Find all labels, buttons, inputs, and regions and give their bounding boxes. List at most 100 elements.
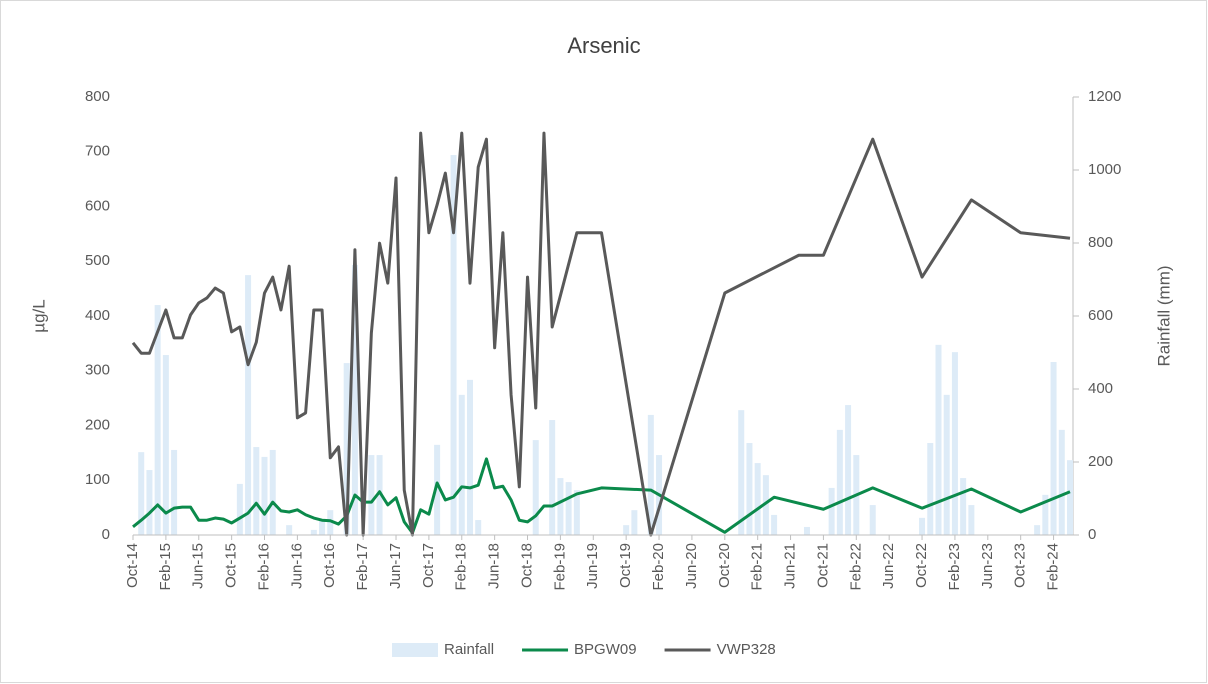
y-tick-label: 200: [85, 416, 110, 433]
rainfall-bar: [557, 478, 564, 535]
x-tick-label: Oct-19: [617, 543, 634, 588]
y-tick-label: 700: [85, 143, 110, 160]
rainfall-bar: [162, 355, 169, 535]
rainfall-bar: [376, 455, 383, 535]
x-tick-label: Oct-14: [124, 543, 141, 588]
rainfall-bar: [573, 490, 580, 535]
x-tick-label: Jun-16: [288, 543, 305, 589]
y-tick-label: 400: [85, 307, 110, 324]
y-tick-label: 300: [85, 362, 110, 379]
rainfall-bar: [960, 478, 967, 535]
rainfall-bar: [532, 440, 539, 535]
x-tick-label: Jun-22: [880, 543, 897, 589]
x-tick-label: Oct-18: [518, 543, 535, 588]
y-tick-label: 0: [102, 526, 110, 543]
x-tick-label: Oct-16: [321, 543, 338, 588]
x-tick-label: Feb-15: [157, 543, 174, 591]
x-tick-label: Jun-17: [387, 543, 404, 589]
rainfall-bar: [762, 475, 769, 535]
series-line: [131, 131, 1071, 537]
x-tick-label: Oct-23: [1012, 543, 1029, 588]
rainfall-bar: [269, 449, 276, 535]
y2-tick-label: 1000: [1088, 161, 1121, 178]
rainfall-bar: [738, 410, 745, 535]
y2-tick-label: 0: [1088, 526, 1096, 543]
x-tick-label: Feb-24: [1045, 543, 1062, 591]
rainfall-bar: [623, 525, 630, 535]
x-tick-label: Feb-22: [847, 543, 864, 591]
rainfall-bar: [253, 447, 260, 535]
rainfall-bar: [647, 414, 654, 535]
rainfall-bar: [343, 363, 350, 535]
rainfall-bar: [475, 520, 482, 535]
rainfall-bar: [319, 520, 326, 535]
rainfall-bar: [327, 510, 334, 535]
legend-label: Rainfall: [444, 641, 494, 658]
rainfall-bar: [1058, 429, 1065, 535]
x-tick-label: Feb-17: [354, 543, 371, 591]
rainfall-bar: [310, 529, 317, 535]
series-line: [132, 457, 1071, 535]
x-tick-label: Jun-21: [782, 543, 799, 589]
rainfall-bar: [803, 526, 810, 535]
rainfall-bar: [1067, 460, 1073, 535]
x-tick-label: Jun-15: [190, 543, 207, 589]
rainfall-bar: [171, 449, 178, 535]
rainfall-bar: [919, 517, 926, 535]
x-tick-label: Jun-18: [486, 543, 503, 589]
x-tick-label: Jun-20: [683, 543, 700, 589]
y2-tick-label: 600: [1088, 307, 1113, 324]
legend-label: VWP328: [717, 641, 776, 658]
x-tick-label: Jun-23: [979, 543, 996, 589]
rainfall-bar: [927, 443, 934, 535]
rainfall-bar: [236, 483, 243, 535]
rainfall-bar: [565, 482, 572, 535]
x-tick-label: Oct-20: [716, 543, 733, 588]
chart-title: Arsenic: [567, 33, 640, 58]
x-tick-label: Feb-18: [453, 543, 470, 591]
y2-tick-label: 1200: [1088, 88, 1121, 105]
x-tick-label: Oct-22: [913, 543, 930, 588]
rainfall-bar: [1050, 361, 1057, 535]
y-tick-label: 800: [85, 88, 110, 105]
rainfall-bar: [836, 429, 843, 535]
rainfall-bar: [245, 275, 252, 535]
rainfall-bar: [1034, 525, 1041, 535]
rainfall-bar: [943, 394, 950, 535]
y-tick-label: 600: [85, 197, 110, 214]
rainfall-bar: [845, 405, 852, 535]
y2-tick-label: 200: [1088, 453, 1113, 470]
rainfall-bar: [458, 394, 465, 535]
rainfall-bar: [631, 510, 638, 535]
rainfall-bar: [466, 379, 473, 535]
rainfall-bar: [951, 352, 958, 535]
y2-tick-label: 400: [1088, 380, 1113, 397]
y2-axis-label: Rainfall (mm): [1154, 265, 1173, 366]
rainfall-bar: [968, 505, 975, 535]
rainfall-bar: [771, 514, 778, 535]
x-tick-label: Oct-21: [814, 543, 831, 588]
x-tick-label: Feb-20: [650, 543, 667, 591]
x-tick-label: Oct-15: [223, 543, 240, 588]
y-tick-label: 500: [85, 252, 110, 269]
rainfall-bar: [154, 305, 161, 535]
x-tick-label: Feb-21: [749, 543, 766, 591]
x-tick-label: Feb-23: [946, 543, 963, 591]
rainfall-bar: [1042, 494, 1049, 535]
rainfall-bar: [434, 444, 441, 535]
rainfall-bar: [754, 463, 761, 535]
rainfall-bar: [146, 470, 153, 535]
y2-tick-label: 800: [1088, 234, 1113, 251]
rainfall-bar: [368, 455, 375, 535]
x-tick-label: Feb-16: [255, 543, 272, 591]
rainfall-bar: [261, 456, 268, 535]
rainfall-bar: [869, 505, 876, 535]
y-tick-label: 100: [85, 471, 110, 488]
x-tick-label: Feb-19: [551, 543, 568, 591]
x-tick-label: Jun-19: [584, 543, 601, 589]
rainfall-bar: [450, 155, 457, 535]
rainfall-bar: [828, 487, 835, 535]
y-axis-label: µg/L: [29, 299, 48, 332]
